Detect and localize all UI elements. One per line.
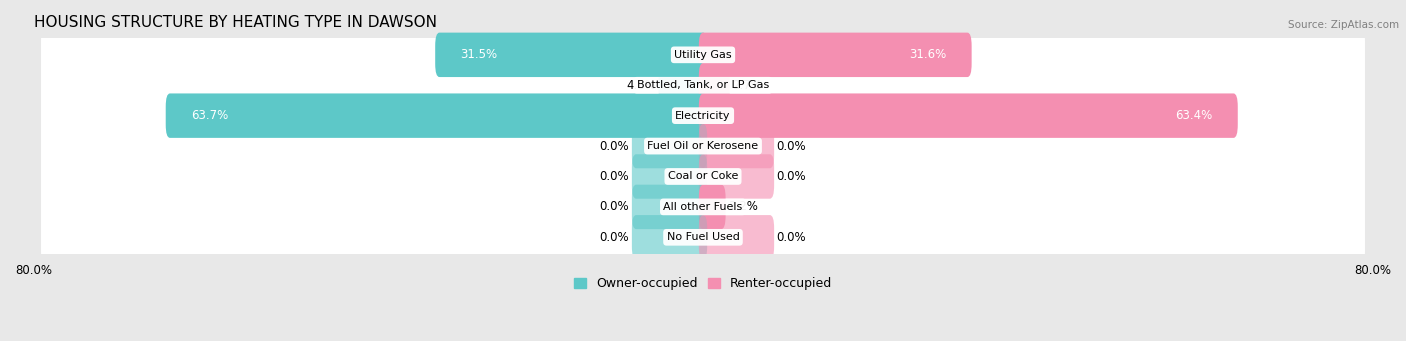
Text: Fuel Oil or Kerosene: Fuel Oil or Kerosene <box>647 141 759 151</box>
FancyBboxPatch shape <box>631 124 707 168</box>
Text: 4.8%: 4.8% <box>627 79 657 92</box>
Text: 31.6%: 31.6% <box>910 48 946 61</box>
FancyBboxPatch shape <box>41 116 1365 176</box>
FancyBboxPatch shape <box>41 56 1365 115</box>
FancyBboxPatch shape <box>166 93 707 138</box>
Text: 0.0%: 0.0% <box>776 170 806 183</box>
FancyBboxPatch shape <box>631 154 707 199</box>
Text: Coal or Coke: Coal or Coke <box>668 172 738 181</box>
FancyBboxPatch shape <box>41 177 1365 237</box>
FancyBboxPatch shape <box>699 215 775 260</box>
FancyBboxPatch shape <box>436 33 707 77</box>
Text: Bottled, Tank, or LP Gas: Bottled, Tank, or LP Gas <box>637 80 769 90</box>
FancyBboxPatch shape <box>41 86 1365 145</box>
FancyBboxPatch shape <box>41 147 1365 206</box>
Text: 63.4%: 63.4% <box>1175 109 1212 122</box>
Text: Utility Gas: Utility Gas <box>675 50 731 60</box>
Text: 0.0%: 0.0% <box>600 139 630 152</box>
Text: 2.7%: 2.7% <box>733 79 762 92</box>
FancyBboxPatch shape <box>699 185 725 229</box>
FancyBboxPatch shape <box>699 33 972 77</box>
FancyBboxPatch shape <box>41 25 1365 85</box>
Text: Source: ZipAtlas.com: Source: ZipAtlas.com <box>1288 20 1399 30</box>
Text: 0.0%: 0.0% <box>600 231 630 244</box>
FancyBboxPatch shape <box>699 93 1237 138</box>
FancyBboxPatch shape <box>631 185 707 229</box>
Text: 63.7%: 63.7% <box>191 109 228 122</box>
Text: HOUSING STRUCTURE BY HEATING TYPE IN DAWSON: HOUSING STRUCTURE BY HEATING TYPE IN DAW… <box>34 15 436 30</box>
FancyBboxPatch shape <box>699 154 775 199</box>
Legend: Owner-occupied, Renter-occupied: Owner-occupied, Renter-occupied <box>568 272 838 295</box>
FancyBboxPatch shape <box>699 63 730 107</box>
Text: Electricity: Electricity <box>675 111 731 121</box>
Text: 0.0%: 0.0% <box>600 201 630 213</box>
Text: 0.0%: 0.0% <box>600 170 630 183</box>
Text: No Fuel Used: No Fuel Used <box>666 232 740 242</box>
FancyBboxPatch shape <box>41 208 1365 267</box>
FancyBboxPatch shape <box>658 63 707 107</box>
Text: All other Fuels: All other Fuels <box>664 202 742 212</box>
Text: 0.0%: 0.0% <box>776 231 806 244</box>
FancyBboxPatch shape <box>699 124 775 168</box>
FancyBboxPatch shape <box>631 215 707 260</box>
Text: 31.5%: 31.5% <box>460 48 498 61</box>
Text: 2.2%: 2.2% <box>728 201 758 213</box>
Text: 0.0%: 0.0% <box>776 139 806 152</box>
